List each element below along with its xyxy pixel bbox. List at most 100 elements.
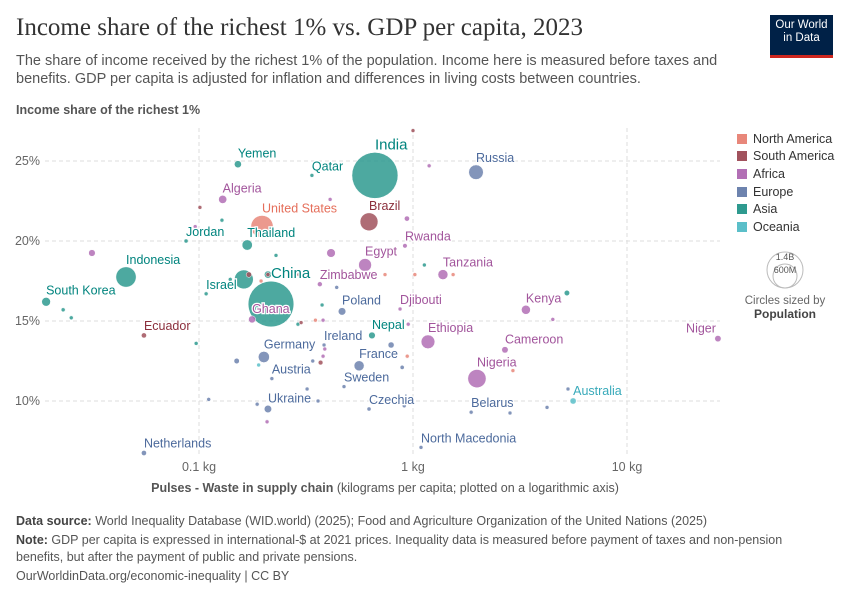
data-point[interactable] xyxy=(322,346,328,352)
data-point[interactable] xyxy=(387,341,395,349)
data-point[interactable] xyxy=(366,406,372,412)
data-point[interactable] xyxy=(327,197,333,202)
data-point[interactable] xyxy=(68,285,76,293)
data-point[interactable] xyxy=(206,397,211,402)
legend-item-north-america[interactable]: North America xyxy=(737,130,834,148)
data-point[interactable] xyxy=(250,215,274,238)
data-point[interactable] xyxy=(320,317,326,323)
data-point[interactable] xyxy=(304,386,310,392)
data-point[interactable] xyxy=(563,290,570,296)
data-point[interactable] xyxy=(218,195,227,204)
data-point[interactable] xyxy=(359,212,379,231)
legend-item-south-america[interactable]: South America xyxy=(737,148,834,166)
data-point[interactable] xyxy=(404,353,410,359)
data-point[interactable] xyxy=(258,278,264,284)
data-point[interactable] xyxy=(273,253,279,258)
data-point[interactable] xyxy=(141,332,147,339)
data-point[interactable] xyxy=(467,369,487,388)
data-point[interactable] xyxy=(247,280,295,328)
data-point[interactable] xyxy=(321,342,327,348)
data-point[interactable] xyxy=(310,358,315,364)
legend-item-asia[interactable]: Asia xyxy=(737,200,834,218)
data-point[interactable] xyxy=(313,317,318,323)
data-point[interactable] xyxy=(141,450,147,456)
data-point[interactable] xyxy=(510,368,516,373)
data-point[interactable] xyxy=(404,215,410,222)
data-point[interactable] xyxy=(256,362,261,368)
data-point[interactable] xyxy=(115,266,137,288)
data-point[interactable] xyxy=(412,272,418,277)
data-point[interactable] xyxy=(353,360,365,372)
data-point[interactable] xyxy=(192,224,198,229)
data-point[interactable] xyxy=(521,305,531,315)
data-point[interactable] xyxy=(320,353,326,359)
source-url[interactable]: OurWorldinData.org/economic-inequality |… xyxy=(16,569,290,583)
data-point[interactable] xyxy=(468,164,484,180)
data-point[interactable] xyxy=(326,248,336,258)
data-point[interactable] xyxy=(468,409,474,415)
data-point[interactable] xyxy=(544,405,550,410)
data-point[interactable] xyxy=(315,398,321,404)
data-point[interactable] xyxy=(228,277,233,282)
data-point[interactable] xyxy=(338,307,347,316)
data-point[interactable] xyxy=(264,405,272,413)
data-point[interactable] xyxy=(334,285,339,290)
data-point[interactable] xyxy=(258,351,270,363)
data-point[interactable] xyxy=(402,243,408,249)
data-point[interactable] xyxy=(219,217,225,223)
data-point[interactable] xyxy=(358,258,372,272)
data-point[interactable] xyxy=(317,281,323,287)
data-point[interactable] xyxy=(319,302,325,308)
data-point[interactable] xyxy=(382,272,388,277)
legend-item-europe[interactable]: Europe xyxy=(737,183,834,201)
data-point[interactable] xyxy=(88,249,96,257)
data-point[interactable] xyxy=(341,384,347,389)
data-point[interactable] xyxy=(309,173,315,178)
data-point[interactable] xyxy=(565,386,571,392)
data-point[interactable] xyxy=(426,163,432,169)
data-point[interactable] xyxy=(351,152,399,199)
data-point[interactable] xyxy=(550,317,556,322)
data-point[interactable] xyxy=(183,238,189,244)
legend-item-oceania[interactable]: Oceania xyxy=(737,218,834,236)
data-point[interactable] xyxy=(233,358,240,364)
data-point[interactable] xyxy=(248,315,256,324)
data-point[interactable] xyxy=(265,272,271,277)
data-point[interactable] xyxy=(418,445,424,450)
data-point[interactable] xyxy=(569,397,577,405)
data-point[interactable] xyxy=(399,365,405,370)
data-point[interactable] xyxy=(69,315,74,321)
data-point[interactable] xyxy=(245,271,252,278)
data-point[interactable] xyxy=(296,272,302,277)
data-point[interactable] xyxy=(437,269,449,280)
data-point[interactable] xyxy=(269,376,275,381)
legend-swatch xyxy=(737,168,747,179)
data-point[interactable] xyxy=(197,205,203,210)
owid-logo[interactable]: Our World in Data xyxy=(770,15,833,58)
data-point[interactable] xyxy=(317,359,324,366)
data-point[interactable] xyxy=(450,272,456,277)
data-point[interactable] xyxy=(193,341,199,346)
data-point[interactable] xyxy=(405,321,411,327)
legend-item-africa[interactable]: Africa xyxy=(737,165,834,183)
data-point[interactable] xyxy=(410,128,416,133)
data-point[interactable] xyxy=(422,262,427,268)
data-point[interactable] xyxy=(501,346,509,354)
size-legend-variable: Population xyxy=(754,307,816,321)
data-point[interactable] xyxy=(420,334,436,349)
data-point[interactable] xyxy=(203,291,209,297)
data-point[interactable] xyxy=(714,335,722,343)
data-point[interactable] xyxy=(507,410,513,416)
data-point[interactable] xyxy=(401,403,407,409)
data-point[interactable] xyxy=(397,306,403,312)
data-label: Belarus xyxy=(471,396,513,410)
data-point[interactable] xyxy=(264,419,270,425)
data-point[interactable] xyxy=(254,401,260,407)
data-label: Austria xyxy=(272,363,311,377)
data-point[interactable] xyxy=(234,160,242,168)
data-point[interactable] xyxy=(60,307,66,313)
data-point[interactable] xyxy=(241,239,253,251)
data-point[interactable] xyxy=(368,331,376,339)
data-point[interactable] xyxy=(41,297,51,307)
data-point[interactable] xyxy=(298,320,304,325)
